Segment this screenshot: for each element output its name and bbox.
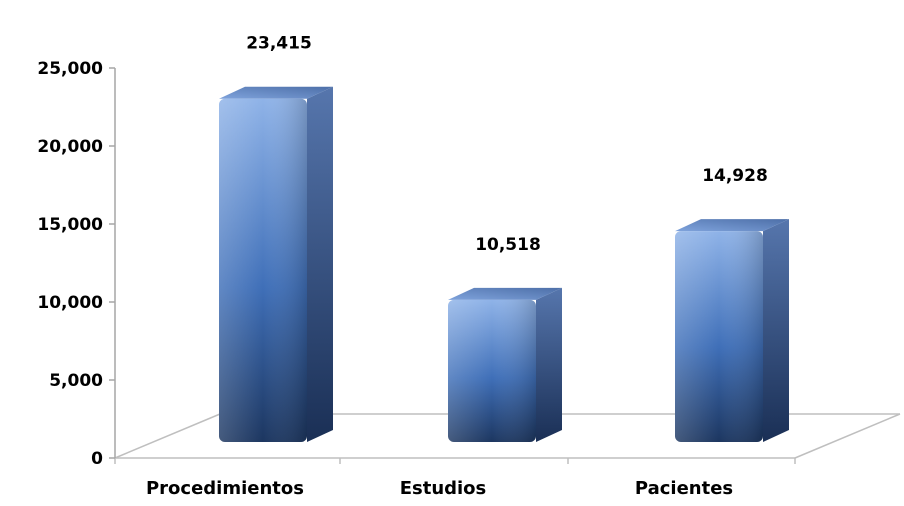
x-category-label: Pacientes [635,478,733,499]
bar-top-face [675,219,789,232]
x-category-label: Procedimientos [146,478,304,499]
y-tick-label: 25,000 [37,59,103,79]
floor-left-edge [114,413,221,459]
bar-value-label: 10,518 [475,235,541,255]
floor-right-edge [794,413,901,459]
y-tick-label: 5,000 [49,371,103,391]
y-tick-label: 20,000 [37,137,103,157]
bar-value-label: 14,928 [702,166,768,186]
bar[interactable] [675,219,789,442]
bar-side-face [536,287,562,442]
bar-front-shading [675,231,763,442]
y-tick-label: 15,000 [37,215,103,235]
x-category-label: Estudios [400,478,487,499]
bars-group [219,86,789,442]
bar-front-shading [219,98,307,442]
y-tick-label: 10,000 [37,293,103,313]
labels-group: 23,415 10,518 14,928 Procedimientos Estudios… [146,34,768,499]
bar-top-face [219,86,333,99]
bar[interactable] [219,86,333,442]
y-axis: 0 5,000 10,000 15,000 20,000 25,000 [37,59,116,469]
bar-front-shading [448,299,536,442]
y-tick-label: 0 [91,449,103,469]
bar-value-label: 23,415 [246,34,312,54]
bar-top-face [448,287,562,300]
bar-side-face [763,219,789,442]
bar[interactable] [448,287,562,442]
bar-side-face [307,86,333,442]
